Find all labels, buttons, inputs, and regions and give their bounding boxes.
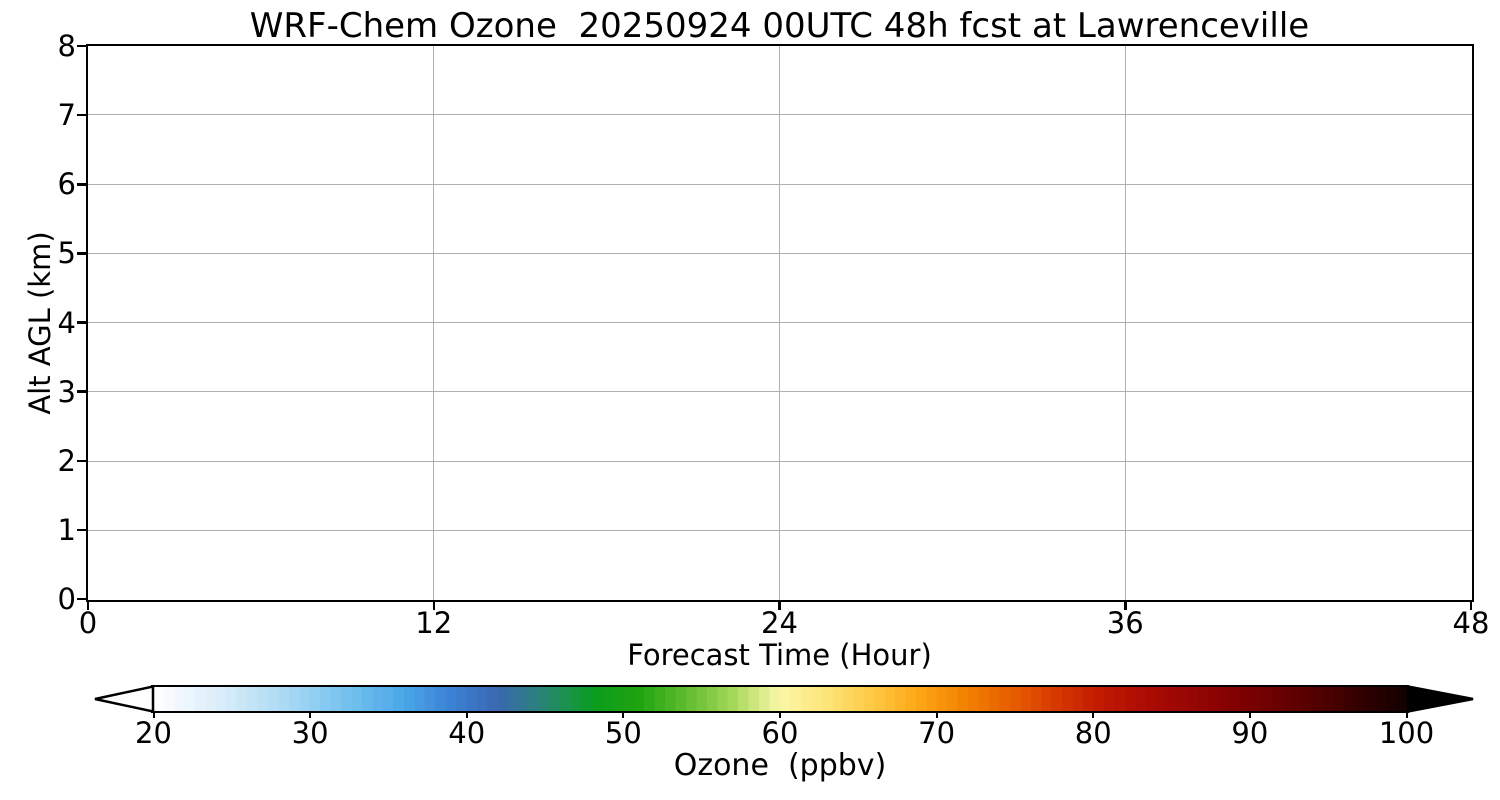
y-tick-label: 7	[57, 98, 76, 133]
y-tick-mark	[76, 252, 86, 255]
x-tick-label: 12	[415, 606, 453, 640]
colorbar-tick-mark	[935, 712, 938, 718]
x-tick-mark	[86, 601, 90, 610]
colorbar-tick-mark	[1405, 712, 1408, 718]
x-tick-mark	[778, 601, 781, 610]
colorbar-tick-mark	[622, 712, 625, 718]
colorbar-tick-label: 60	[761, 716, 799, 750]
colorbar-arrows	[94, 684, 1474, 714]
x-tick-label: 36	[1106, 606, 1144, 640]
colorbar-tick-label: 20	[135, 716, 172, 750]
colorbar-tick-mark	[1092, 712, 1095, 718]
x-tick-mark	[1124, 601, 1127, 610]
y-tick-label: 0	[57, 582, 76, 616]
y-tick-label: 3	[57, 374, 76, 409]
x-tick-label: 24	[761, 606, 798, 640]
y-tick-mark	[76, 390, 86, 393]
colorbar-tick-label: 70	[918, 716, 956, 750]
gridline-horizontal	[87, 529, 1472, 531]
gridline-horizontal	[87, 460, 1472, 462]
colorbar-tick-mark	[152, 712, 155, 718]
y-tick-label: 6	[57, 167, 76, 202]
colorbar-tick-mark	[465, 712, 468, 718]
colorbar-tick-label: 80	[1074, 716, 1112, 750]
y-tick-label: 2	[57, 443, 76, 478]
y-tick-mark	[76, 528, 86, 532]
gridline-horizontal	[87, 391, 1472, 393]
y-tick-mark	[76, 44, 86, 48]
y-tick-label: 8	[57, 29, 76, 63]
y-tick-label: 4	[57, 305, 76, 340]
colorbar-tick-label: 50	[604, 716, 642, 750]
y-tick-mark	[76, 459, 86, 462]
colorbar-tick-mark	[1248, 712, 1251, 718]
gridline-horizontal	[87, 183, 1472, 185]
x-tick-mark	[432, 601, 435, 610]
y-tick-mark	[76, 321, 86, 324]
x-tick-mark	[1469, 601, 1473, 610]
chart-title: WRF-Chem Ozone 20250924 00UTC 48h fcst a…	[249, 6, 1310, 46]
y-tick-mark	[76, 113, 86, 117]
colorbar-tick-label: 100	[1378, 716, 1435, 750]
colorbar-tick-mark	[779, 712, 781, 718]
colorbar-tick-label: 90	[1231, 716, 1269, 750]
y-tick-label: 5	[57, 236, 76, 271]
y-tick-label: 1	[57, 512, 76, 547]
x-axis-label: Forecast Time (Hour)	[627, 638, 932, 672]
gridline-horizontal	[87, 322, 1472, 323]
y-tick-mark	[76, 183, 86, 186]
colorbar-tick-mark	[309, 712, 312, 718]
colorbar-over-arrow-icon	[1406, 684, 1474, 714]
plot-area	[85, 43, 1474, 602]
y-tick-mark	[76, 597, 86, 601]
x-tick-label: 48	[1452, 606, 1490, 640]
colorbar-tick-label: 30	[291, 716, 329, 750]
gridline-horizontal	[87, 252, 1472, 254]
x-tick-label: 0	[78, 606, 98, 640]
colorbar-under-arrow-icon	[94, 684, 155, 714]
gridline-horizontal	[87, 114, 1472, 116]
colorbar-label: Ozone (ppbv)	[673, 748, 887, 783]
colorbar-tick-label: 40	[448, 716, 486, 750]
